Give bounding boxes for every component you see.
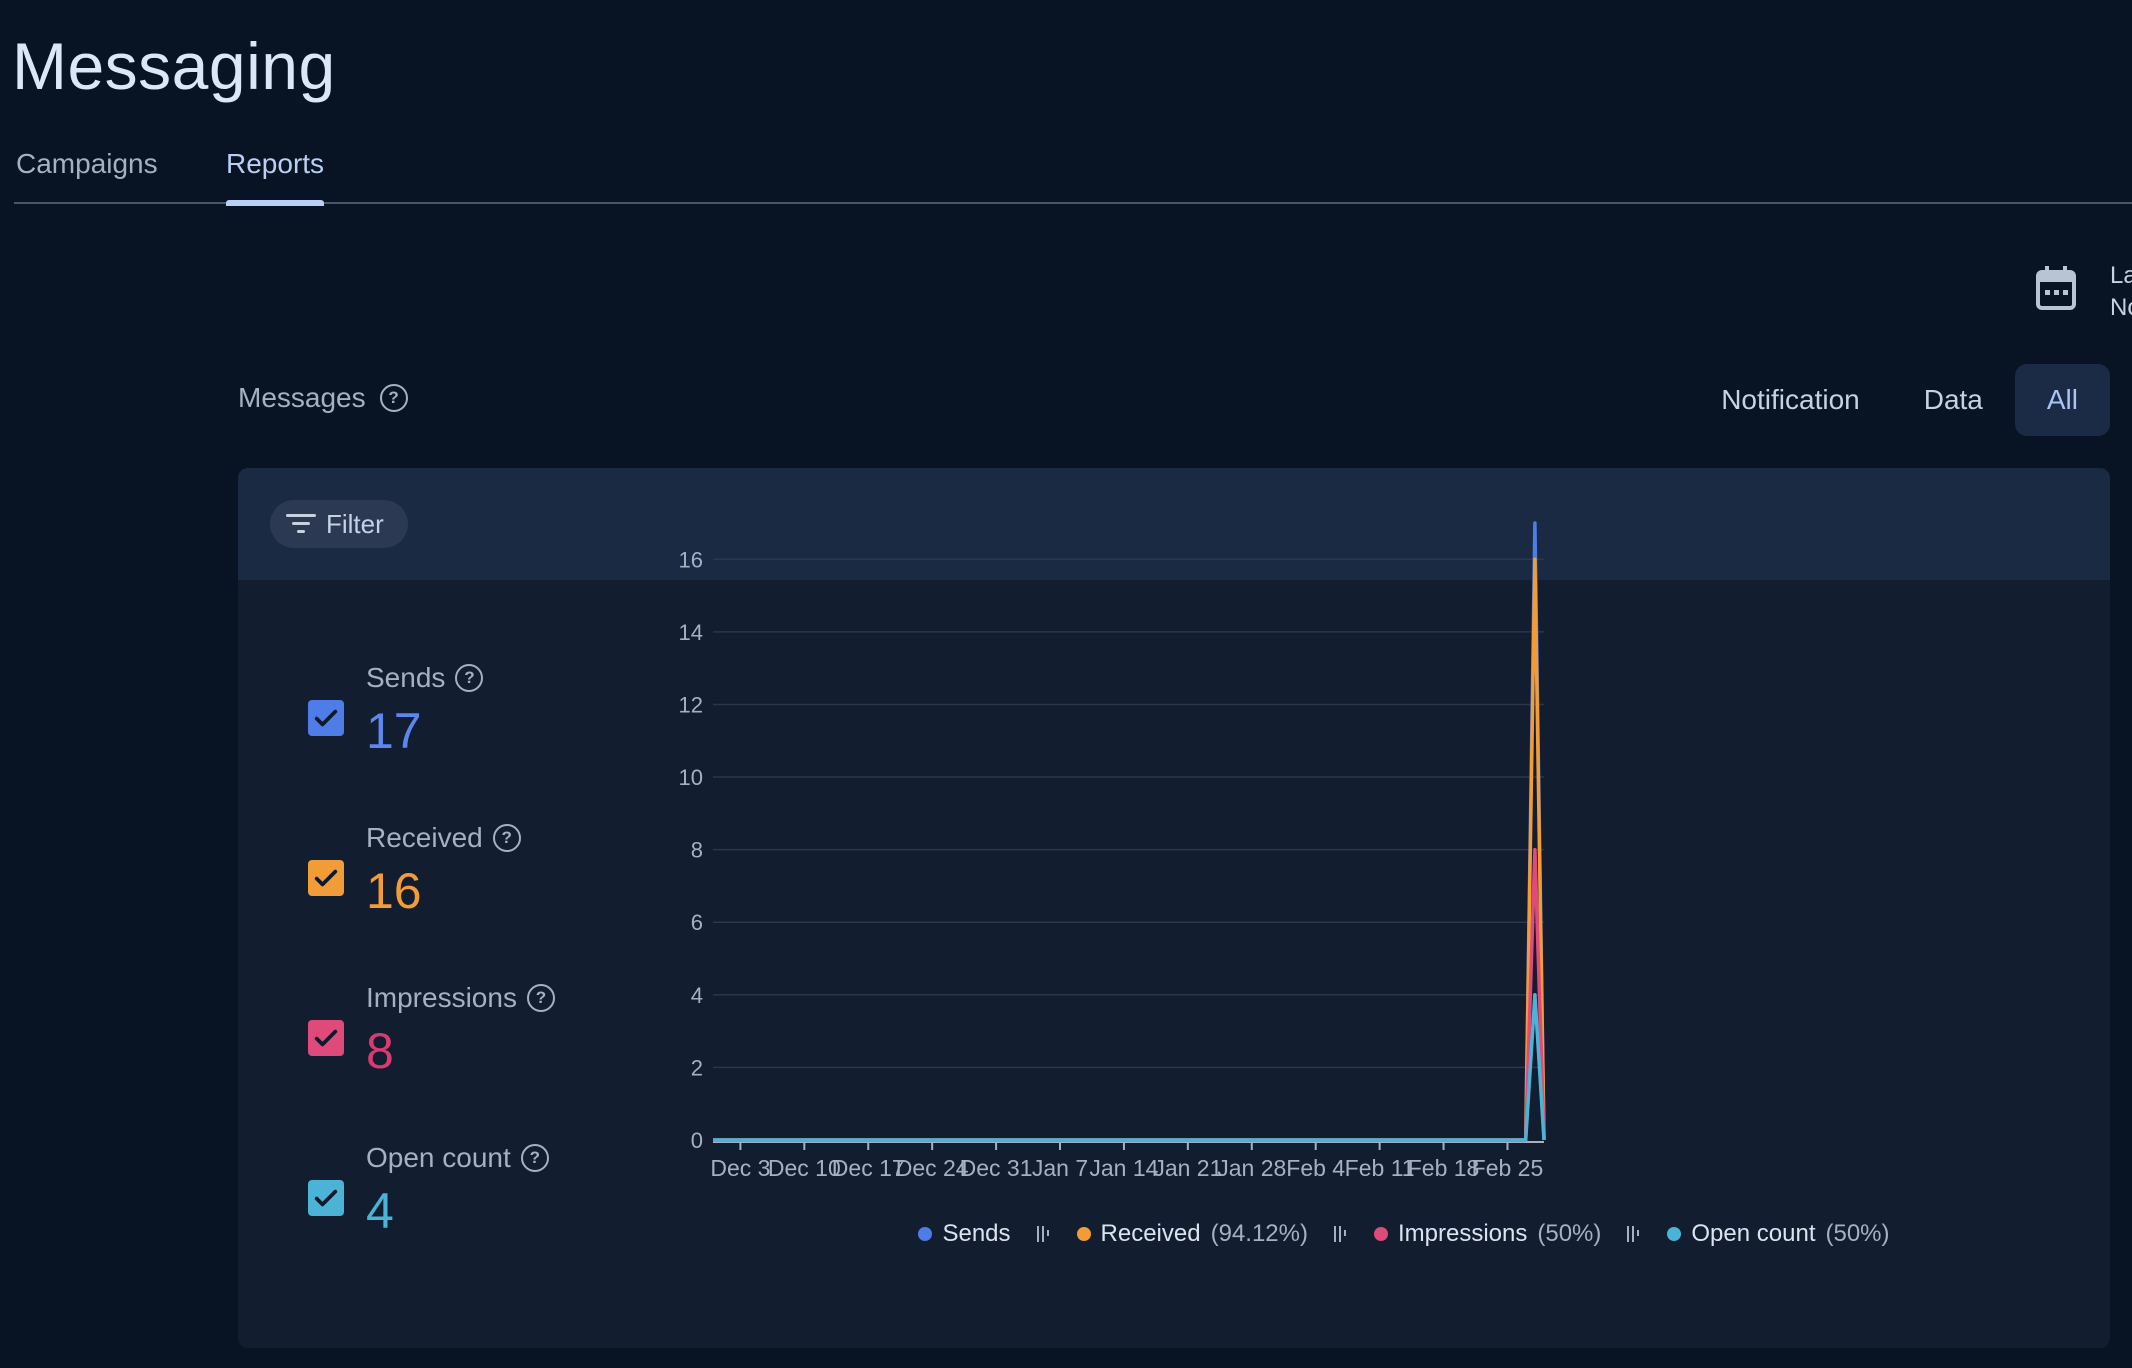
message-type-selector: Notification Data All [1689, 364, 2110, 436]
x-tick-label: Dec 24 [896, 1155, 969, 1181]
legend-item-received[interactable]: Received (94.12%) [1076, 1220, 1308, 1248]
x-tick-label: Jan 14 [1089, 1155, 1158, 1181]
y-tick-label: 16 [679, 547, 703, 572]
y-tick-label: 2 [691, 1055, 703, 1080]
help-icon[interactable]: ? [455, 664, 484, 692]
card-toolbar: Filter [238, 468, 2110, 580]
legend-name: Received [1100, 1220, 1201, 1247]
checkmark-icon [314, 869, 338, 887]
x-tick-label: Feb 18 [1408, 1155, 1480, 1181]
y-tick-label: 4 [691, 983, 703, 1008]
x-tick-label: Feb 4 [1286, 1155, 1345, 1181]
y-tick-label: 0 [691, 1128, 703, 1153]
legend-percentage: (94.12%) [1210, 1220, 1308, 1247]
legend-dot [1373, 1227, 1388, 1241]
type-all-button[interactable]: All [2014, 364, 2110, 436]
legend-percentage: (50%) [1537, 1220, 1602, 1247]
date-range-line2: No [2110, 294, 2132, 320]
legend-name: Open count [1691, 1220, 1816, 1247]
sends-checkbox[interactable] [308, 700, 344, 736]
y-tick-label: 6 [691, 910, 703, 935]
metric-value: 16 [366, 863, 422, 919]
legend-item-sends[interactable]: Sends [918, 1220, 1011, 1248]
received-checkbox[interactable] [308, 860, 344, 896]
legend-dot [1667, 1227, 1682, 1241]
legend-name: Impressions [1397, 1220, 1528, 1247]
metric-value: 8 [366, 1023, 394, 1079]
y-tick-label: 14 [679, 620, 703, 645]
metric-label: Sends [366, 662, 446, 693]
help-icon[interactable]: ? [492, 824, 521, 852]
date-range-line1: La [2110, 262, 2132, 289]
metric-label: Open count [366, 1142, 511, 1173]
calendar-icon [2036, 266, 2076, 310]
type-data-button[interactable]: Data [1923, 384, 1983, 415]
legend-dot [918, 1227, 933, 1241]
legend-separator-icon [1333, 1224, 1348, 1244]
x-tick-label: Dec 17 [832, 1155, 905, 1181]
filter-label: Filter [326, 508, 384, 539]
legend-item-impressions[interactable]: Impressions (50%) [1373, 1220, 1602, 1248]
messages-label: Messages [238, 382, 366, 413]
checkmark-icon [314, 1029, 338, 1047]
legend-name: Sends [942, 1220, 1011, 1247]
type-notification-button[interactable]: Notification [1721, 384, 1860, 415]
metric-value: 4 [366, 1183, 394, 1239]
y-tick-label: 12 [679, 692, 703, 717]
legend-percentage: (50%) [1825, 1220, 1890, 1247]
y-tick-label: 8 [691, 838, 703, 863]
page-title: Messaging [12, 29, 336, 103]
tab-campaigns[interactable]: Campaigns [16, 148, 158, 179]
impressions-checkbox[interactable] [308, 1020, 344, 1056]
metric-label: Received [366, 822, 483, 853]
legend-dot [1076, 1227, 1091, 1241]
chart-legend: Sends Received (94.12%) Impressions (50%) Ope… [238, 1220, 2110, 1248]
date-range-picker[interactable]: La No [2034, 260, 2132, 320]
y-tick-label: 10 [679, 765, 703, 790]
legend-separator-icon [1627, 1224, 1641, 1244]
tab-bar: Campaigns Reports [14, 140, 2132, 206]
messages-report-card: Filter Sends? 17 Received? 16 Impressions? 8 O… [238, 468, 2110, 1348]
tab-reports[interactable]: Reports [226, 148, 325, 206]
x-tick-label: Dec 31 [960, 1155, 1033, 1181]
filter-button[interactable]: Filter [270, 500, 408, 548]
metric-value: 17 [366, 703, 422, 759]
help-icon[interactable]: ? [526, 984, 555, 1012]
legend-item-open-count[interactable]: Open count (50%) [1667, 1220, 1890, 1248]
legend-separator-icon [1036, 1224, 1051, 1244]
x-tick-label: Jan 21 [1153, 1155, 1222, 1181]
series-line-open-count [713, 993, 1546, 1142]
series-line-sends [713, 521, 1546, 1142]
checkmark-icon [314, 1189, 338, 1207]
metric-label: Impressions [366, 982, 517, 1013]
x-tick-label: Dec 3 [710, 1155, 770, 1181]
checkmark-icon [314, 709, 338, 727]
x-tick-label: Jan 28 [1217, 1155, 1286, 1181]
messages-section-label: Messages ? [238, 382, 408, 414]
x-tick-label: Feb 25 [1472, 1155, 1544, 1181]
x-tick-label: Dec 10 [768, 1155, 841, 1181]
x-tick-label: Feb 11 [1345, 1155, 1415, 1181]
help-icon[interactable]: ? [520, 1144, 549, 1172]
filter-icon [286, 512, 316, 536]
open-count-checkbox[interactable] [308, 1180, 344, 1216]
help-icon[interactable]: ? [379, 384, 408, 412]
x-tick-label: Jan 7 [1032, 1155, 1088, 1181]
